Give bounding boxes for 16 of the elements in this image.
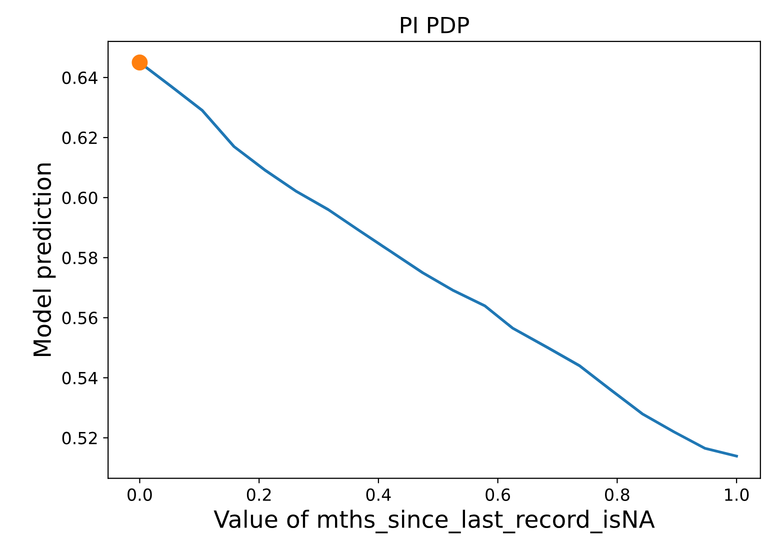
chart-title: PI PDP [400, 16, 469, 34]
y-tick-label: 0.62 [62, 132, 97, 144]
x-axis-title: Value of mths_since_last_record_isNA [214, 510, 655, 534]
x-tick-label: 0.0 [128, 488, 152, 501]
x-tick-label: 1.0 [725, 488, 749, 501]
y-tick-label: 0.58 [62, 252, 98, 264]
x-tick-label: 0.8 [605, 488, 630, 501]
x-tick-label: 0.6 [486, 488, 510, 501]
x-tick-label: 0.4 [366, 488, 391, 501]
x-tick-label: 0.2 [246, 488, 271, 501]
y-tick-label: 0.54 [62, 372, 98, 384]
y-tick-label: 0.60 [62, 192, 98, 204]
y-axis-title: Model prediction [32, 163, 56, 356]
y-tick-label: 0.52 [62, 432, 97, 444]
y-tick-label: 0.56 [62, 312, 98, 324]
y-tick-label: 0.64 [62, 71, 98, 84]
